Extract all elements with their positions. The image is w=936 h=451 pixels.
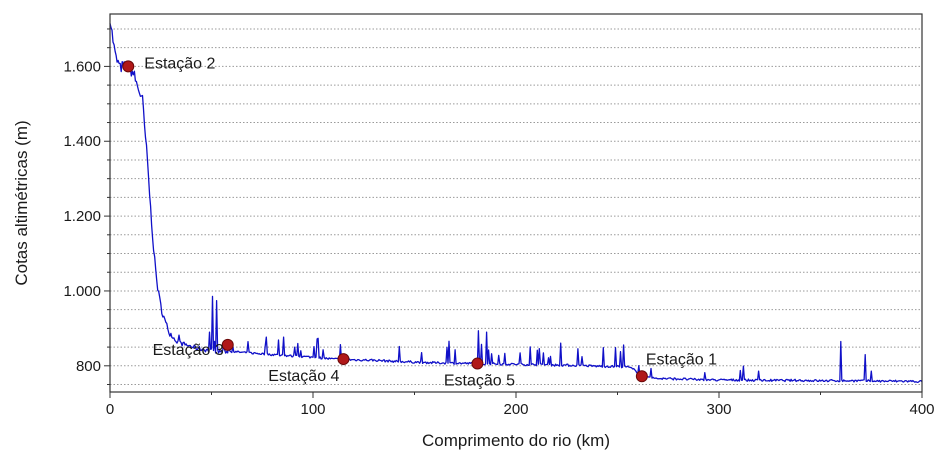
x-axis-title: Comprimento do rio (km) (422, 431, 610, 450)
x-tick-label: 300 (706, 401, 731, 418)
ticks: 800 1.000 1.200 1.400 1.600 0 100 200 300 400 (63, 28, 935, 418)
station-label: Estação 3 (153, 342, 224, 359)
station-label: Estação 4 (268, 368, 339, 385)
y-tick-label: 1.600 (63, 58, 101, 75)
y-tick-label: 800 (76, 358, 101, 375)
station-marker (471, 357, 484, 370)
series-layer (109, 23, 923, 384)
y-tick-label: 1.400 (63, 133, 101, 150)
y-tick-label: 1.200 (63, 208, 101, 225)
y-axis-title: Cotas altimétricas (m) (12, 120, 31, 285)
station-marker (122, 60, 135, 73)
station-label: Estação 1 (646, 351, 717, 368)
elevation-profile-line (109, 23, 923, 384)
station-marker (221, 338, 234, 351)
x-tick-label: 200 (503, 401, 528, 418)
station-marker (337, 353, 350, 366)
station-label: Estação 2 (144, 55, 215, 72)
station-marker (635, 370, 648, 383)
x-tick-label: 400 (909, 401, 934, 418)
gridlines (110, 28, 922, 386)
y-tick-label: 1.000 (63, 283, 101, 300)
station-labels: Estação 2 Estação 3 Estação 4 Estação 5 Esta… (144, 55, 717, 389)
x-tick-label: 0 (106, 401, 114, 418)
station-markers (122, 60, 648, 383)
x-tick-label: 100 (300, 401, 325, 418)
station-label: Estação 5 (444, 373, 515, 390)
